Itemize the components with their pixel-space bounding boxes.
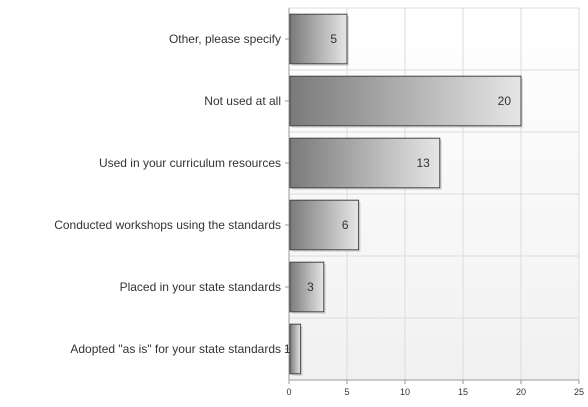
- x-tick-label: 5: [344, 387, 349, 397]
- bar: [289, 137, 441, 189]
- bar: [289, 323, 302, 375]
- x-tick-label: 0: [286, 387, 291, 397]
- bar: [289, 75, 522, 127]
- value-label: 5: [330, 32, 337, 46]
- category-label: Used in your curriculum resources: [99, 156, 281, 170]
- value-label: 1: [284, 342, 291, 356]
- axes: [285, 8, 580, 384]
- grid-lines: [289, 7, 580, 381]
- category-label: Adopted "as is" for your state standards: [70, 342, 281, 356]
- category-label: Conducted workshops using the standards: [54, 218, 281, 232]
- value-label: 3: [307, 280, 314, 294]
- bar: [289, 13, 348, 65]
- x-tick-label: 15: [458, 387, 468, 397]
- bar: [289, 261, 325, 313]
- bars: [289, 13, 523, 376]
- category-label: Placed in your state standards: [120, 280, 281, 294]
- x-tick-label: 20: [516, 387, 526, 397]
- value-label: 20: [498, 94, 512, 108]
- labels: 0 5 10 15 20 25 Other, please specify 5 Not used…: [54, 32, 584, 397]
- x-tick-label: 10: [400, 387, 410, 397]
- x-tick-label: 25: [574, 387, 584, 397]
- category-label: Not used at all: [204, 94, 281, 108]
- value-label: 6: [342, 218, 349, 232]
- bar: [289, 199, 360, 251]
- value-label: 13: [416, 156, 430, 170]
- category-label: Other, please specify: [169, 32, 281, 46]
